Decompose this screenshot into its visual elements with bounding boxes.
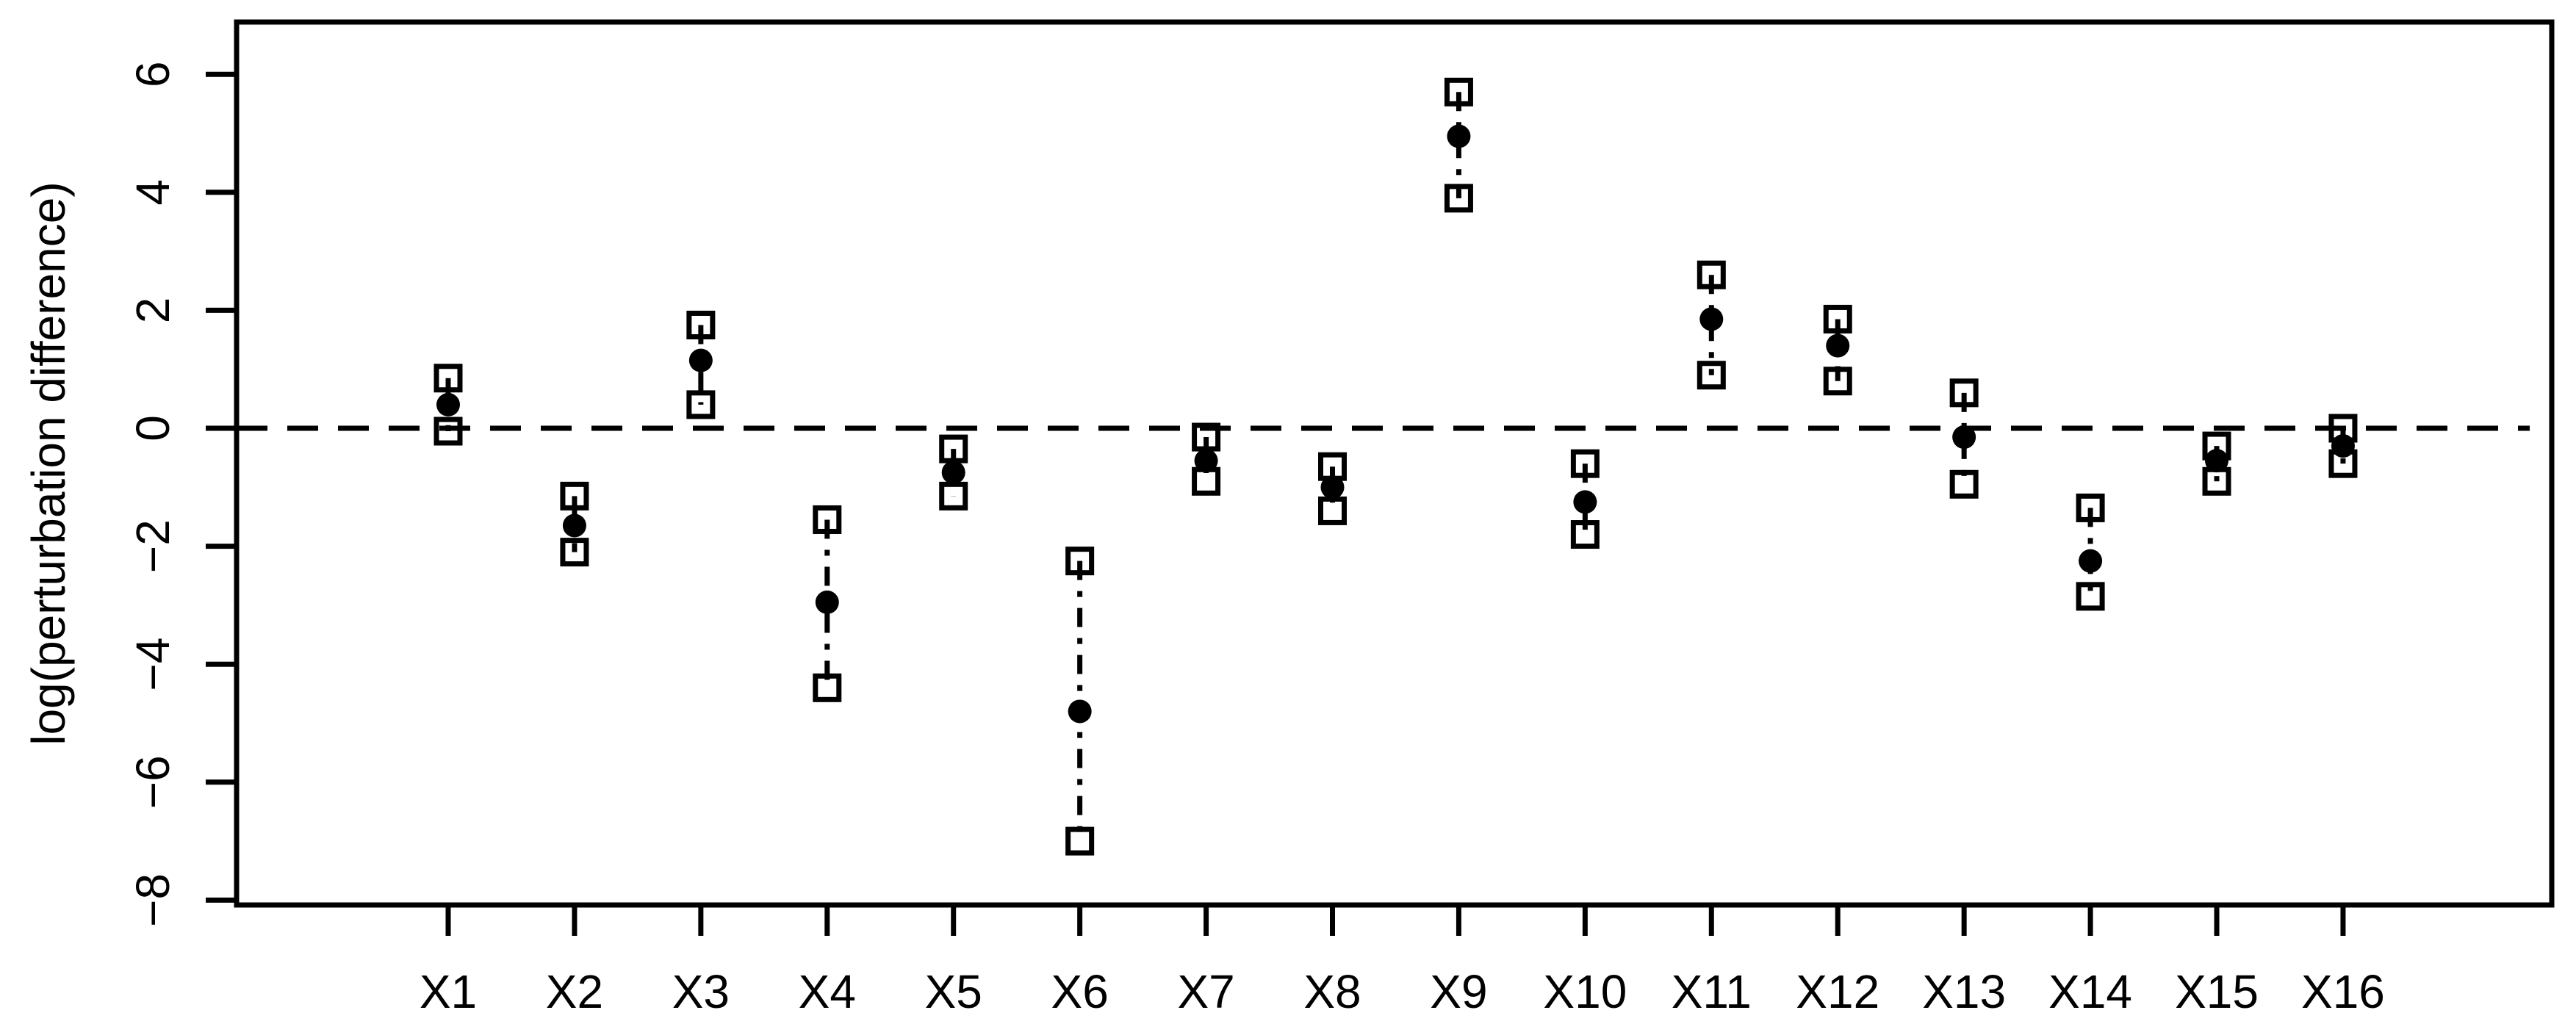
upper-square-marker bbox=[1949, 378, 1979, 408]
lower-square-marker bbox=[1570, 520, 1600, 549]
data-cluster bbox=[433, 364, 463, 446]
point-marker bbox=[815, 590, 839, 614]
data-cluster bbox=[1570, 449, 1600, 549]
point-marker bbox=[1826, 333, 1850, 358]
data-cluster bbox=[1065, 547, 1095, 856]
data-cluster bbox=[1192, 422, 1221, 496]
data-cluster bbox=[2076, 493, 2105, 611]
axes-box bbox=[234, 19, 2555, 908]
lower-square-marker bbox=[686, 390, 716, 419]
data-cluster bbox=[939, 434, 968, 511]
data-cluster bbox=[686, 310, 716, 419]
data-cluster bbox=[2328, 414, 2358, 478]
upper-square-marker bbox=[1065, 547, 1095, 576]
lower-square-marker bbox=[813, 673, 842, 702]
lower-square-marker bbox=[1697, 361, 1726, 390]
x-tick-label: X1 bbox=[420, 965, 477, 1018]
y-tick-label: 4 bbox=[126, 179, 179, 206]
lower-square-marker bbox=[1318, 496, 1348, 525]
x-tick-label: X3 bbox=[672, 965, 730, 1018]
y-tick-label: −2 bbox=[126, 519, 179, 573]
x-tick-label: X2 bbox=[546, 965, 603, 1018]
upper-square-marker bbox=[433, 364, 463, 393]
x-tick-label: X4 bbox=[799, 965, 856, 1018]
x-tick-label: X13 bbox=[1922, 965, 2006, 1018]
data-cluster bbox=[1697, 260, 1726, 390]
upper-square-marker bbox=[560, 481, 589, 511]
y-tick-label: 2 bbox=[126, 297, 179, 324]
point-marker bbox=[1068, 699, 1092, 724]
point-marker bbox=[1447, 124, 1471, 148]
lower-square-marker bbox=[433, 416, 463, 446]
upper-square-marker bbox=[2076, 493, 2105, 522]
upper-square-marker bbox=[939, 434, 968, 464]
x-tick-label: X16 bbox=[2301, 965, 2385, 1018]
y-axis-title: log(perturbation difference) bbox=[22, 181, 75, 745]
upper-square-marker bbox=[813, 505, 842, 534]
lower-square-marker bbox=[1444, 184, 1473, 213]
point-marker bbox=[562, 513, 586, 538]
upper-square-marker bbox=[1823, 304, 1852, 333]
data-cluster bbox=[1318, 452, 1348, 525]
data-cluster bbox=[560, 481, 589, 567]
upper-square-marker bbox=[1192, 422, 1221, 452]
point-marker bbox=[2205, 449, 2229, 473]
point-marker bbox=[1320, 475, 1345, 500]
lower-square-marker bbox=[1823, 367, 1852, 396]
upper-square-marker bbox=[1570, 449, 1600, 478]
upper-square-marker bbox=[686, 310, 716, 339]
point-marker bbox=[688, 348, 713, 372]
x-tick-label: X6 bbox=[1051, 965, 1109, 1018]
x-axis: X1 X2 X3 X4 X5 X6 X7 X8 X9 X10 X11 X12 X13 X14 X15 X16 bbox=[420, 905, 2385, 1018]
plot-border bbox=[234, 19, 2555, 908]
y-tick-label: −4 bbox=[126, 638, 179, 691]
y-tick-label: −8 bbox=[126, 873, 179, 927]
x-tick-label: X15 bbox=[2175, 965, 2259, 1018]
point-marker bbox=[941, 461, 965, 485]
point-marker bbox=[1699, 307, 1724, 331]
data-series bbox=[433, 77, 2358, 856]
lower-square-marker bbox=[1065, 826, 1095, 856]
point-marker bbox=[436, 392, 460, 416]
x-tick-label: X12 bbox=[1796, 965, 1879, 1018]
upper-square-marker bbox=[1444, 77, 1473, 107]
point-marker bbox=[2079, 549, 2103, 573]
y-tick-label: 6 bbox=[126, 61, 179, 87]
data-cluster bbox=[1823, 304, 1852, 396]
x-tick-label: X9 bbox=[1430, 965, 1487, 1018]
x-tick-label: X14 bbox=[2048, 965, 2132, 1018]
point-marker bbox=[1573, 490, 1597, 514]
y-tick-label: 0 bbox=[126, 415, 179, 441]
lower-square-marker bbox=[560, 538, 589, 567]
x-tick-label: X8 bbox=[1303, 965, 1361, 1018]
y-tick-label: −6 bbox=[126, 755, 179, 809]
data-cluster bbox=[1949, 378, 1979, 499]
upper-square-marker bbox=[1697, 260, 1726, 289]
data-cluster bbox=[813, 505, 842, 702]
point-marker bbox=[1952, 425, 1976, 450]
x-tick-label: X5 bbox=[925, 965, 982, 1018]
point-marker bbox=[2331, 434, 2355, 458]
data-cluster bbox=[1444, 77, 1473, 213]
y-axis: 6 4 2 0 −2 −4 −6 −8 bbox=[126, 61, 237, 927]
lower-square-marker bbox=[939, 481, 968, 511]
x-tick-label: X7 bbox=[1177, 965, 1234, 1018]
point-marker bbox=[1194, 449, 1218, 473]
x-tick-label: X10 bbox=[1543, 965, 1627, 1018]
data-cluster bbox=[2202, 431, 2231, 496]
x-tick-label: X11 bbox=[1672, 965, 1752, 1018]
lower-square-marker bbox=[2076, 582, 2105, 611]
lower-square-marker bbox=[1949, 469, 1979, 499]
